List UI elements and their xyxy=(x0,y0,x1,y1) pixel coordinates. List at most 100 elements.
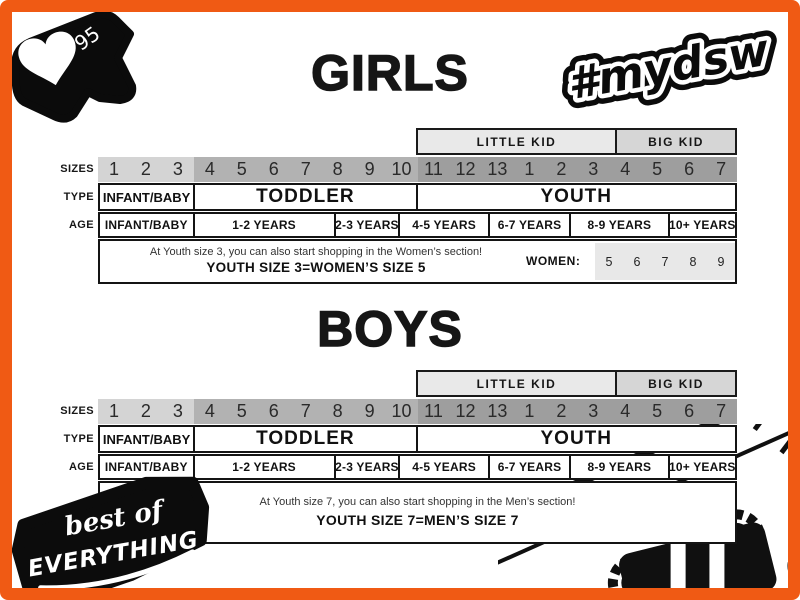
age-cell: 10+ YEARS xyxy=(669,460,735,474)
age-cell: 4-5 YEARS xyxy=(400,214,490,236)
type-row-label: TYPE xyxy=(63,191,94,203)
size-cell: 7 xyxy=(705,399,738,424)
size-cell: 8 xyxy=(321,399,354,424)
size-cell: 1 xyxy=(98,399,130,424)
size-cell: 2 xyxy=(129,157,162,182)
size-cell: 13 xyxy=(481,399,514,424)
type-row: INFANT/BABY TODDLER YOUTH xyxy=(98,425,737,453)
sticker-blob xyxy=(11,476,210,600)
women-size-cell: 6 xyxy=(633,254,641,269)
note-line-2: YOUTH SIZE 3=WOMEN’S SIZE 5 xyxy=(206,260,426,275)
size-cell: 5 xyxy=(225,399,258,424)
size-cell: 4 xyxy=(193,157,226,182)
age-cell: 8-9 YEARS xyxy=(571,214,670,236)
size-cell: 10 xyxy=(385,157,418,182)
age-cell: 2-3 YEARS xyxy=(336,214,401,236)
girls-section-title: GIRLS xyxy=(310,44,469,102)
size-cell: 11 xyxy=(417,399,450,424)
women-size-cell: 7 xyxy=(661,254,669,269)
age-cell: 1-2 YEARS xyxy=(195,214,336,236)
age-cell: 4-5 YEARS xyxy=(400,456,490,478)
sizes-row-label: SIZES xyxy=(60,163,94,175)
size-cell: 1 xyxy=(513,399,546,424)
women-size-cell: 8 xyxy=(689,254,697,269)
size-cell: 3 xyxy=(161,157,194,182)
size-cell: 7 xyxy=(289,157,322,182)
note-line-1: At Youth size 3, you can also start shop… xyxy=(149,246,483,258)
size-cell: 11 xyxy=(417,157,450,182)
type-cell: INFANT/BABY xyxy=(100,185,196,209)
size-cell: 4 xyxy=(609,157,642,182)
boys-note-text: At Youth size 7, you can also start shop… xyxy=(100,496,735,528)
type-row-label: TYPE xyxy=(63,433,94,445)
age-cell: 6-7 YEARS xyxy=(490,456,572,478)
type-cell: INFANT/BABY xyxy=(100,427,196,451)
size-cell: 9 xyxy=(353,399,386,424)
underline-swash xyxy=(38,549,196,591)
age-cell: 8-9 YEARS xyxy=(571,456,670,478)
best-of-everything-sticker: best of EVERYTHING xyxy=(11,476,210,600)
little-kid-header: LITTLE KID xyxy=(416,370,617,397)
little-kid-header: LITTLE KID xyxy=(416,128,617,155)
age-cell: 10+ YEARS xyxy=(669,218,735,232)
sizes-row: 1 2 3 4 5 6 7 8 9 10 11 12 13 1 2 3 4 5 … xyxy=(98,399,738,424)
big-kid-header: BIG KID xyxy=(615,370,737,397)
women-sizes-panel: 5 6 7 8 9 xyxy=(595,243,735,280)
girls-size-table: SIZES TYPE AGE LITTLE KID BIG KID 1 2 3 … xyxy=(60,128,738,284)
size-cell: 5 xyxy=(641,157,674,182)
age-cell: 2-3 YEARS xyxy=(336,456,401,478)
age-row-label: AGE xyxy=(68,219,94,231)
type-cell: YOUTH xyxy=(540,428,612,449)
size-cell: 1 xyxy=(98,157,130,182)
age-row: INFANT/BABY 1-2 YEARS 2-3 YEARS 4-5 YEAR… xyxy=(98,212,737,238)
size-cell: 4 xyxy=(193,399,226,424)
age-cell: 1-2 YEARS xyxy=(195,456,336,478)
heart-icon xyxy=(18,31,76,86)
women-size-cell: 9 xyxy=(717,254,725,269)
size-cell: 12 xyxy=(449,157,482,182)
size-cell: 3 xyxy=(577,399,610,424)
type-cell: YOUTH xyxy=(540,186,612,207)
boys-section-title: BOYS xyxy=(316,300,463,358)
size-cell: 4 xyxy=(609,399,642,424)
heart-likes-sticker: 95 xyxy=(11,10,137,123)
size-cell: 9 xyxy=(353,157,386,182)
size-cell: 10 xyxy=(385,399,418,424)
size-cell: 5 xyxy=(225,157,258,182)
size-cell: 8 xyxy=(321,157,354,182)
type-cell: TODDLER xyxy=(195,185,418,209)
size-cell: 13 xyxy=(481,157,514,182)
note-line-1: At Youth size 7, you can also start shop… xyxy=(259,496,576,508)
type-cell: TODDLER xyxy=(195,427,418,451)
size-cell: 6 xyxy=(673,399,706,424)
size-cell: 7 xyxy=(289,399,322,424)
note-line-2: YOUTH SIZE 7=MEN’S SIZE 7 xyxy=(316,512,519,528)
women-label: WOMEN: xyxy=(526,254,581,268)
size-cell: 6 xyxy=(673,157,706,182)
size-cell: 3 xyxy=(161,399,194,424)
hashtag-mydsw-sticker: #mydsw #mydsw #mydsw xyxy=(554,15,784,121)
sizes-row-label: SIZES xyxy=(60,405,94,417)
age-cell: 6-7 YEARS xyxy=(490,214,572,236)
size-cell: 5 xyxy=(641,399,674,424)
age-row: INFANT/BABY 1-2 YEARS 2-3 YEARS 4-5 YEAR… xyxy=(98,454,737,480)
size-cell: 7 xyxy=(705,157,738,182)
size-cell: 2 xyxy=(545,157,578,182)
size-cell: 2 xyxy=(545,399,578,424)
sizes-row: 1 2 3 4 5 6 7 8 9 10 11 12 13 1 2 3 4 5 … xyxy=(98,157,738,182)
girls-note-box: At Youth size 3, you can also start shop… xyxy=(98,239,737,284)
size-cell: 1 xyxy=(513,157,546,182)
size-cell: 6 xyxy=(257,157,290,182)
hashtag-text: #mydsw xyxy=(564,25,774,111)
size-cell: 3 xyxy=(577,157,610,182)
type-row: INFANT/BABY TODDLER YOUTH xyxy=(98,183,737,211)
size-cell: 2 xyxy=(129,399,162,424)
girls-note-text: At Youth size 3, you can also start shop… xyxy=(106,246,526,275)
size-cell: 12 xyxy=(449,399,482,424)
age-cell: INFANT/BABY xyxy=(100,214,195,236)
big-kid-header: BIG KID xyxy=(615,128,737,155)
size-cell: 6 xyxy=(257,399,290,424)
women-size-cell: 5 xyxy=(605,254,613,269)
age-row-label: AGE xyxy=(68,461,94,473)
age-cell: INFANT/BABY xyxy=(100,456,195,478)
